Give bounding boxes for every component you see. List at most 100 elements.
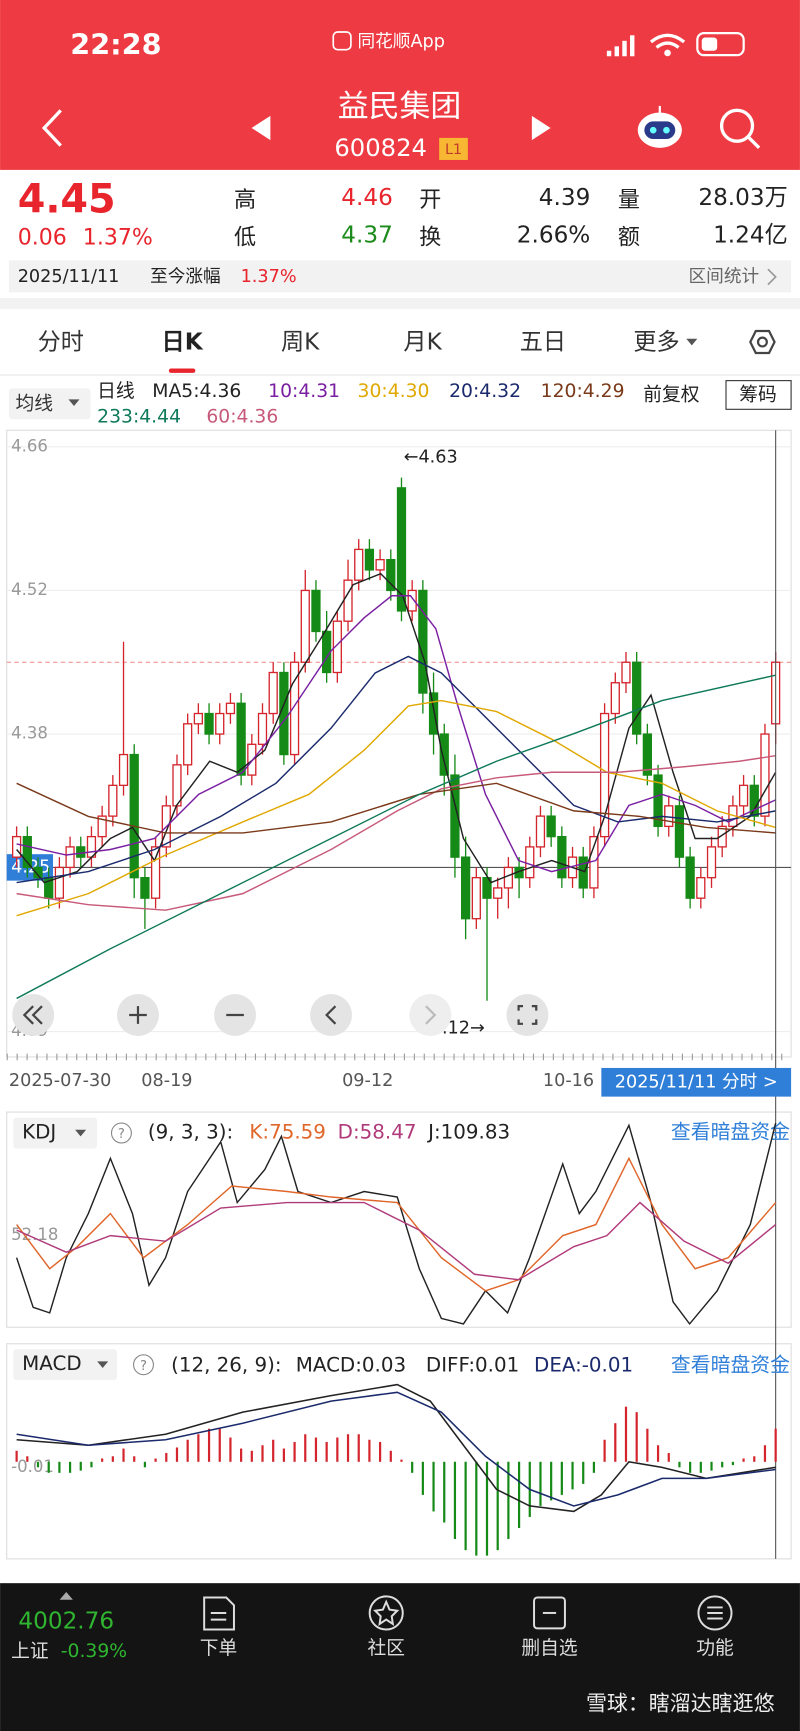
kdj-j: J:109.83 <box>426 1121 510 1144</box>
kdj-params: (9, 3, 3): <box>148 1121 233 1144</box>
help-icon[interactable] <box>110 1122 132 1144</box>
adjust[interactable]: 前复权 <box>643 383 699 405</box>
candle-body <box>610 682 620 715</box>
nav-item[interactable]: 下单 <box>200 1637 238 1659</box>
x-tick-label: 2025-07-30 <box>9 1071 112 1091</box>
date-box[interactable]: 2025/11/11 分时 > <box>615 1071 778 1092</box>
search-handle <box>746 135 761 150</box>
scroll-left[interactable] <box>310 994 353 1036</box>
kdj-link[interactable]: 查看暗盘资金 <box>671 1121 790 1144</box>
tab[interactable]: 分时 <box>38 330 84 356</box>
wifi-dot <box>664 49 671 57</box>
x-tick-label: 08-19 <box>141 1071 192 1091</box>
fullscreen[interactable] <box>506 994 549 1036</box>
candle-body <box>471 877 481 920</box>
candle-body <box>150 846 161 899</box>
turnover-label: 换 <box>419 225 441 250</box>
candle-body <box>460 856 471 920</box>
candle-body <box>268 671 278 715</box>
ma20: 20:4.32 <box>449 381 521 402</box>
candle-body <box>428 692 439 735</box>
ma-lines <box>16 572 777 1000</box>
candle-body <box>11 835 22 858</box>
ma5-line <box>16 572 777 884</box>
kdj-title[interactable]: KDJ <box>22 1121 56 1144</box>
back-button[interactable] <box>41 109 62 147</box>
dropdown-arrow <box>97 1361 109 1369</box>
watermark: 雪球：瞎溜达瞎逛悠 <box>586 1692 775 1716</box>
macd-title[interactable]: MACD <box>22 1352 81 1375</box>
kdj-k: K:75.59 <box>249 1121 326 1144</box>
chips-button[interactable] <box>725 380 792 410</box>
candle-body <box>717 825 727 848</box>
candle-body <box>525 846 535 879</box>
candle-body <box>621 661 631 684</box>
search-button[interactable] <box>719 108 755 143</box>
next-stock[interactable] <box>531 115 551 141</box>
status-time: 22:28 <box>70 27 161 61</box>
ma30-line <box>16 699 776 917</box>
settings-dot <box>756 336 768 348</box>
candle-body <box>578 856 588 889</box>
candle-body <box>503 866 514 889</box>
chevron <box>767 268 777 286</box>
ma233-line <box>16 674 776 1000</box>
candle-body <box>225 702 236 715</box>
candle-body <box>65 846 75 869</box>
nav-item[interactable]: 删自选 <box>521 1637 577 1659</box>
tab-active[interactable]: 日K <box>162 330 204 356</box>
wifi-icon <box>649 33 686 49</box>
zoom-icons <box>22 1005 538 1025</box>
candle-body <box>33 866 43 879</box>
candle-body <box>418 589 428 694</box>
ma60-line <box>16 755 776 911</box>
prev-stock[interactable] <box>251 115 271 141</box>
stock-code: 600824 <box>334 133 427 162</box>
low-label: 低 <box>234 225 256 250</box>
macd-selector-bg[interactable] <box>13 1349 118 1381</box>
change-pct: 1.37% <box>83 225 153 250</box>
macd-params: (12, 26, 9): <box>171 1353 282 1376</box>
candle-body <box>632 661 642 735</box>
tab[interactable]: 更多 <box>633 330 679 356</box>
ma30: 30:4.30 <box>358 381 430 402</box>
candle-body <box>375 558 385 571</box>
ma10: 10:4.31 <box>268 381 340 402</box>
status-app: 同花顺App <box>358 31 445 52</box>
tab[interactable]: 周K <box>281 330 320 356</box>
ma-selector[interactable]: 均线 <box>16 392 54 414</box>
nav-item[interactable]: 功能 <box>696 1637 734 1659</box>
dea-line <box>16 1391 776 1507</box>
change: 0.06 <box>18 225 67 250</box>
nav-item[interactable]: 社区 <box>367 1637 405 1659</box>
candle-body <box>439 733 449 776</box>
tab[interactable]: 月K <box>403 330 442 356</box>
macd-value: MACD:0.03 <box>296 1353 406 1376</box>
x-tick-label: 10-16 <box>543 1071 594 1091</box>
date-box-bg[interactable] <box>601 1067 792 1097</box>
help-mark: ? <box>118 1127 125 1142</box>
help-mark: ? <box>140 1359 147 1374</box>
index-change: -0.39% <box>61 1641 127 1662</box>
help-icon[interactable] <box>133 1354 154 1376</box>
kdj-selector-bg[interactable] <box>13 1117 98 1149</box>
dropdown-arrow <box>75 1129 87 1137</box>
ma-period: 日线 <box>97 380 135 402</box>
range-stats[interactable]: 区间统计 <box>689 266 760 287</box>
settings-button[interactable] <box>749 329 776 355</box>
kdj-lines <box>15 1122 777 1326</box>
macd-link[interactable]: 查看暗盘资金 <box>671 1353 790 1376</box>
candle-body <box>183 723 193 766</box>
expand-arrow[interactable] <box>59 1591 73 1600</box>
tab[interactable]: 五日 <box>520 330 566 356</box>
macd-lines <box>16 1383 776 1513</box>
macd-histogram <box>15 1406 777 1556</box>
robot-icon[interactable] <box>637 105 682 148</box>
candle-body <box>749 784 759 817</box>
ma-selector-bg[interactable] <box>8 388 91 420</box>
chips[interactable]: 筹码 <box>739 383 777 405</box>
ma5: MA5:4.36 <box>152 381 241 402</box>
scroll-right[interactable] <box>409 994 452 1036</box>
badge: L1 <box>445 142 462 158</box>
